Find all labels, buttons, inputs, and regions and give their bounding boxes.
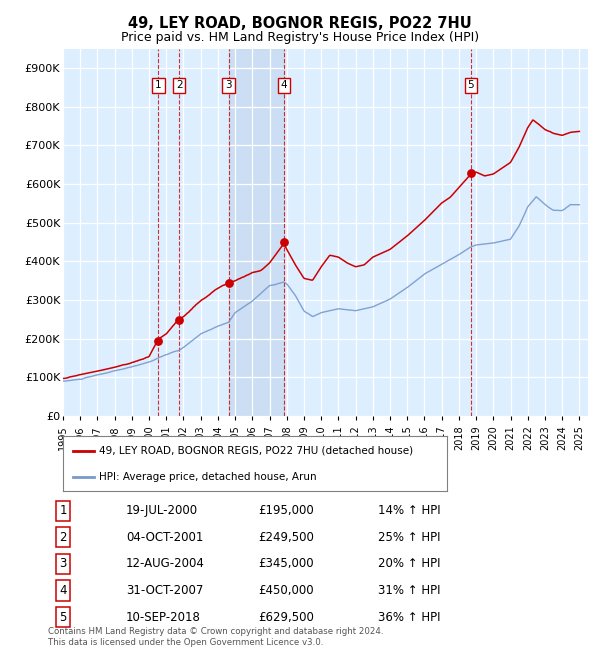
- Text: 4: 4: [281, 81, 287, 90]
- Point: [154, 335, 163, 346]
- Text: 31-OCT-2007: 31-OCT-2007: [126, 584, 203, 597]
- Text: 3: 3: [225, 81, 232, 90]
- Text: £195,000: £195,000: [258, 504, 314, 517]
- Text: 49, LEY ROAD, BOGNOR REGIS, PO22 7HU (detached house): 49, LEY ROAD, BOGNOR REGIS, PO22 7HU (de…: [100, 446, 413, 456]
- Text: HPI: Average price, detached house, Arun: HPI: Average price, detached house, Arun: [100, 472, 317, 482]
- Text: £629,500: £629,500: [258, 611, 314, 624]
- Text: 5: 5: [59, 611, 67, 624]
- Text: 5: 5: [467, 81, 474, 90]
- Text: 25% ↑ HPI: 25% ↑ HPI: [378, 530, 440, 543]
- Bar: [229, 49, 284, 416]
- Text: 31% ↑ HPI: 31% ↑ HPI: [378, 584, 440, 597]
- Text: £345,000: £345,000: [258, 558, 314, 571]
- Text: 12-AUG-2004: 12-AUG-2004: [126, 558, 205, 571]
- Text: 1: 1: [155, 81, 161, 90]
- Text: Contains HM Land Registry data © Crown copyright and database right 2024.
This d: Contains HM Land Registry data © Crown c…: [48, 627, 383, 647]
- Point: [279, 237, 289, 247]
- Text: 19-JUL-2000: 19-JUL-2000: [126, 504, 198, 517]
- Point: [466, 168, 476, 178]
- Point: [175, 315, 184, 325]
- Text: 2: 2: [176, 81, 182, 90]
- Text: Price paid vs. HM Land Registry's House Price Index (HPI): Price paid vs. HM Land Registry's House …: [121, 31, 479, 44]
- Text: 14% ↑ HPI: 14% ↑ HPI: [378, 504, 440, 517]
- Text: 3: 3: [59, 558, 67, 571]
- Text: 04-OCT-2001: 04-OCT-2001: [126, 530, 203, 543]
- Text: £249,500: £249,500: [258, 530, 314, 543]
- Text: 20% ↑ HPI: 20% ↑ HPI: [378, 558, 440, 571]
- Point: [224, 278, 233, 288]
- Text: 2: 2: [59, 530, 67, 543]
- Text: 4: 4: [59, 584, 67, 597]
- Text: 1: 1: [59, 504, 67, 517]
- Text: 36% ↑ HPI: 36% ↑ HPI: [378, 611, 440, 624]
- Text: 10-SEP-2018: 10-SEP-2018: [126, 611, 201, 624]
- Text: 49, LEY ROAD, BOGNOR REGIS, PO22 7HU: 49, LEY ROAD, BOGNOR REGIS, PO22 7HU: [128, 16, 472, 31]
- Text: £450,000: £450,000: [258, 584, 314, 597]
